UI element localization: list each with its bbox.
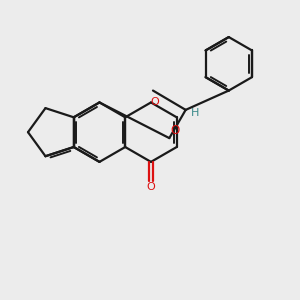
Text: H: H — [190, 108, 199, 118]
Text: O: O — [171, 124, 180, 136]
Text: O: O — [150, 98, 159, 107]
Text: O: O — [147, 182, 155, 192]
